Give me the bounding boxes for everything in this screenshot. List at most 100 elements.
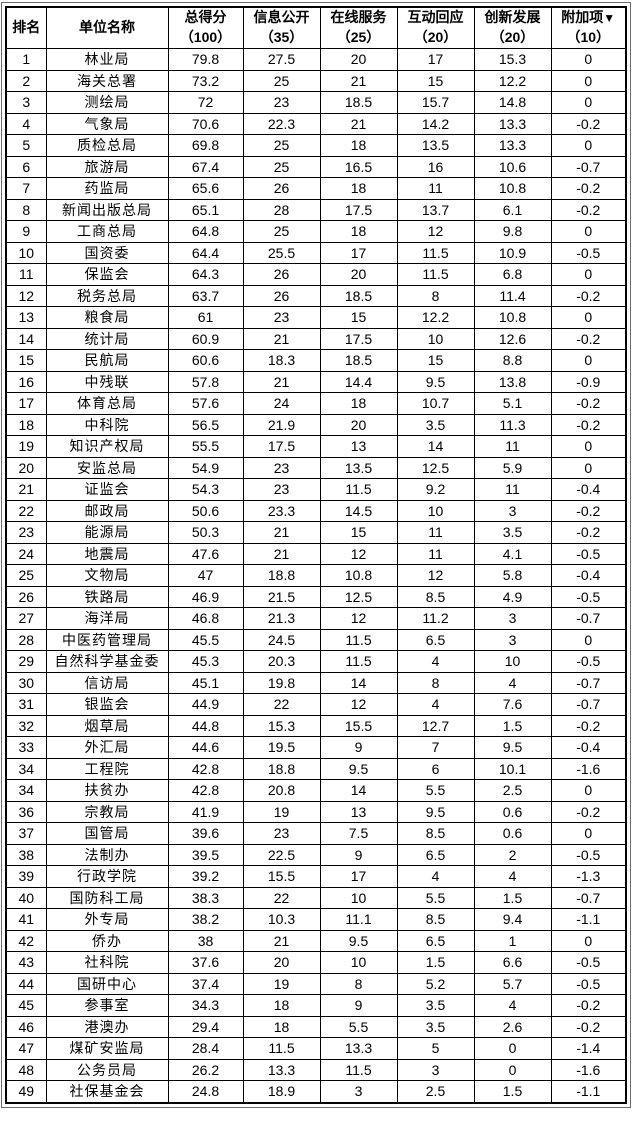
cell-innovation_development: 12.6 [473,327,552,350]
cell-additional_items: -0.5 [550,542,627,565]
cell-online_service: 17.5 [319,198,398,221]
cell-rank: 5 [5,134,47,157]
cell-online_service: 13.3 [319,1037,398,1060]
cell-additional_items: -0.4 [550,478,627,501]
cell-online_service: 9 [319,736,398,759]
cell-total_score: 47.6 [167,542,244,565]
column-subtitle: （10） [566,29,611,45]
sort-descending-icon[interactable]: ▼ [603,11,616,26]
cell-info_disclosure: 20.8 [242,779,321,802]
cell-name: 国管局 [45,822,169,845]
cell-online_service: 12 [319,607,398,630]
cell-name: 外专局 [45,908,169,931]
cell-total_score: 56.5 [167,413,244,436]
cell-name: 文物局 [45,564,169,587]
cell-info_disclosure: 20.3 [242,650,321,673]
cell-total_score: 69.8 [167,134,244,157]
cell-total_score: 38.2 [167,908,244,931]
cell-rank: 32 [5,714,47,737]
cell-name: 自然科学基金委 [45,650,169,673]
cell-interaction_response: 11.5 [396,241,475,264]
cell-interaction_response: 15.7 [396,91,475,114]
table-row: 31 银监会 44.9 22 12 4 7.6 -0.7 [5,693,627,716]
cell-online_service: 11.1 [319,908,398,931]
cell-total_score: 45.3 [167,650,244,673]
cell-name: 信访局 [45,671,169,694]
table-outer-frame: 排名 单位名称 总得分 （100） 信息公开 （35） 在线服务 （25） 互动回应 （… [1,2,631,1108]
cell-rank: 23 [5,521,47,544]
cell-additional_items: -0.7 [550,155,627,178]
cell-total_score: 39.2 [167,865,244,888]
cell-total_score: 42.8 [167,757,244,780]
cell-rank: 30 [5,671,47,694]
cell-info_disclosure: 22.3 [242,112,321,135]
cell-interaction_response: 5.5 [396,779,475,802]
cell-additional_items: -0.2 [550,198,627,221]
cell-total_score: 44.9 [167,693,244,716]
cell-rank: 41 [5,908,47,931]
table-row: 38 法制办 39.5 22.5 9 6.5 2 -0.5 [5,843,627,866]
cell-total_score: 26.2 [167,1058,244,1081]
cell-rank: 6 [5,155,47,178]
column-subtitle: （20） [490,29,535,45]
cell-total_score: 54.3 [167,478,244,501]
column-title: 单位名称 [79,19,135,36]
cell-name: 旅游局 [45,155,169,178]
table-row: 14 统计局 60.9 21 17.5 10 12.6 -0.2 [5,327,627,350]
cell-innovation_development: 6.8 [473,263,552,286]
cell-info_disclosure: 21 [242,521,321,544]
cell-online_service: 15 [319,306,398,329]
cell-interaction_response: 8.5 [396,908,475,931]
cell-interaction_response: 13.5 [396,134,475,157]
cell-rank: 28 [5,628,47,651]
cell-additional_items: -0.9 [550,370,627,393]
cell-innovation_development: 1.5 [473,1080,552,1103]
cell-interaction_response: 8 [396,671,475,694]
cell-name: 税务总局 [45,284,169,307]
cell-rank: 17 [5,392,47,415]
cell-innovation_development: 0.6 [473,800,552,823]
cell-total_score: 61 [167,306,244,329]
cell-interaction_response: 9.5 [396,370,475,393]
cell-innovation_development: 4.1 [473,542,552,565]
cell-interaction_response: 3 [396,1058,475,1081]
cell-interaction_response: 6.5 [396,929,475,952]
cell-additional_items: -0.5 [550,972,627,995]
cell-info_disclosure: 19 [242,800,321,823]
cell-online_service: 21 [319,112,398,135]
cell-additional_items: 0 [550,435,627,458]
cell-name: 能源局 [45,521,169,544]
cell-online_service: 12.5 [319,585,398,608]
cell-interaction_response: 3.5 [396,413,475,436]
column-header-name: 单位名称 [45,6,169,49]
column-title: 创新发展 [484,9,541,26]
column-title: 总得分 [184,9,227,26]
cell-total_score: 47 [167,564,244,587]
cell-online_service: 7.5 [319,822,398,845]
cell-info_disclosure: 18.8 [242,564,321,587]
table-row: 8 新闻出版总局 65.1 28 17.5 13.7 6.1 -0.2 [5,198,627,221]
cell-online_service: 9 [319,843,398,866]
cell-additional_items: 0 [550,628,627,651]
cell-info_disclosure: 22 [242,693,321,716]
cell-interaction_response: 10 [396,327,475,350]
cell-name: 新闻出版总局 [45,198,169,221]
table-row: 3 测绘局 72 23 18.5 15.7 14.8 0 [5,91,627,114]
cell-additional_items: -0.7 [550,886,627,909]
cell-additional_items: 0 [550,69,627,92]
cell-interaction_response: 8 [396,284,475,307]
cell-total_score: 45.1 [167,671,244,694]
cell-info_disclosure: 13.3 [242,1058,321,1081]
cell-additional_items: -0.2 [550,413,627,436]
cell-interaction_response: 12 [396,564,475,587]
cell-info_disclosure: 11.5 [242,1037,321,1060]
cell-info_disclosure: 26 [242,284,321,307]
cell-info_disclosure: 21 [242,929,321,952]
cell-total_score: 67.4 [167,155,244,178]
cell-rank: 44 [5,972,47,995]
cell-total_score: 37.6 [167,951,244,974]
column-header-additional-items[interactable]: 附加项▼ （10） [550,6,627,49]
cell-name: 测绘局 [45,91,169,114]
table-row: 18 中科院 56.5 21.9 20 3.5 11.3 -0.2 [5,413,627,436]
cell-innovation_development: 15.3 [473,48,552,71]
